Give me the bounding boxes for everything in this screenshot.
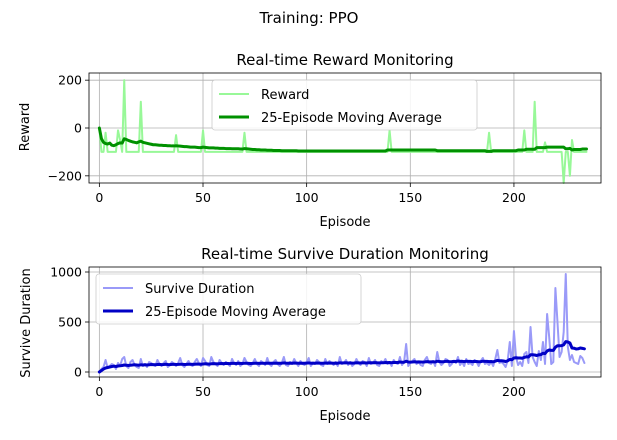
reward-x-tick-label: 100 xyxy=(295,190,319,205)
duration-x-tick-label: 0 xyxy=(95,384,103,399)
duration-x-tick-label: 50 xyxy=(195,384,211,399)
reward-legend: Reward 25-Episode Moving Average xyxy=(211,79,478,131)
duration-legend-box xyxy=(95,273,362,325)
reward-legend-label-avg: 25-Episode Moving Average xyxy=(261,111,442,126)
duration-moving-average-line xyxy=(97,340,586,374)
reward-x-tick-label: 150 xyxy=(398,190,422,205)
duration-x-tick-label: 100 xyxy=(295,384,319,399)
reward-x-tick-label: 200 xyxy=(502,190,526,205)
duration-legend-label-avg: 25-Episode Moving Average xyxy=(145,305,326,320)
duration-y-tick-label: 1000 xyxy=(50,265,82,280)
reward-x-axis-label: Episode xyxy=(319,215,370,230)
reward-ticks: 0 50 100 150 200 −200 0 200 xyxy=(48,73,526,205)
figure-suptitle: Training: PPO xyxy=(259,9,359,27)
duration-ticks: 0 50 100 150 200 0 500 1000 xyxy=(50,265,526,400)
duration-x-tick-label: 200 xyxy=(502,384,526,399)
duration-x-tick-label: 150 xyxy=(398,384,422,399)
duration-legend: Survive Duration 25-Episode Moving Avera… xyxy=(95,273,362,325)
reward-plot-area xyxy=(97,79,588,184)
duration-y-axis-label: Survive Duration xyxy=(19,268,34,377)
reward-y-axis-label: Reward xyxy=(18,103,33,151)
reward-panel: Real-time Reward Monitoring Episode Rewa… xyxy=(18,51,602,230)
reward-moving-average-line xyxy=(97,126,588,153)
duration-plot-area xyxy=(97,273,586,374)
reward-y-tick-label: −200 xyxy=(48,168,82,183)
duration-legend-label-raw: Survive Duration xyxy=(145,282,254,297)
duration-y-tick-label: 500 xyxy=(58,315,82,330)
duration-chart-title: Real-time Survive Duration Monitoring xyxy=(201,245,489,263)
reward-y-tick-label: 0 xyxy=(74,121,82,136)
duration-y-tick-label: 0 xyxy=(74,365,82,380)
reward-legend-label-raw: Reward xyxy=(261,88,309,103)
reward-x-tick-label: 50 xyxy=(195,190,211,205)
reward-y-tick-label: 200 xyxy=(58,73,82,88)
reward-legend-box xyxy=(211,79,478,131)
duration-panel: Real-time Survive Duration Monitoring Ep… xyxy=(19,245,602,424)
duration-x-axis-label: Episode xyxy=(319,409,370,424)
reward-chart-title: Real-time Reward Monitoring xyxy=(236,51,453,69)
reward-x-tick-label: 0 xyxy=(95,190,103,205)
